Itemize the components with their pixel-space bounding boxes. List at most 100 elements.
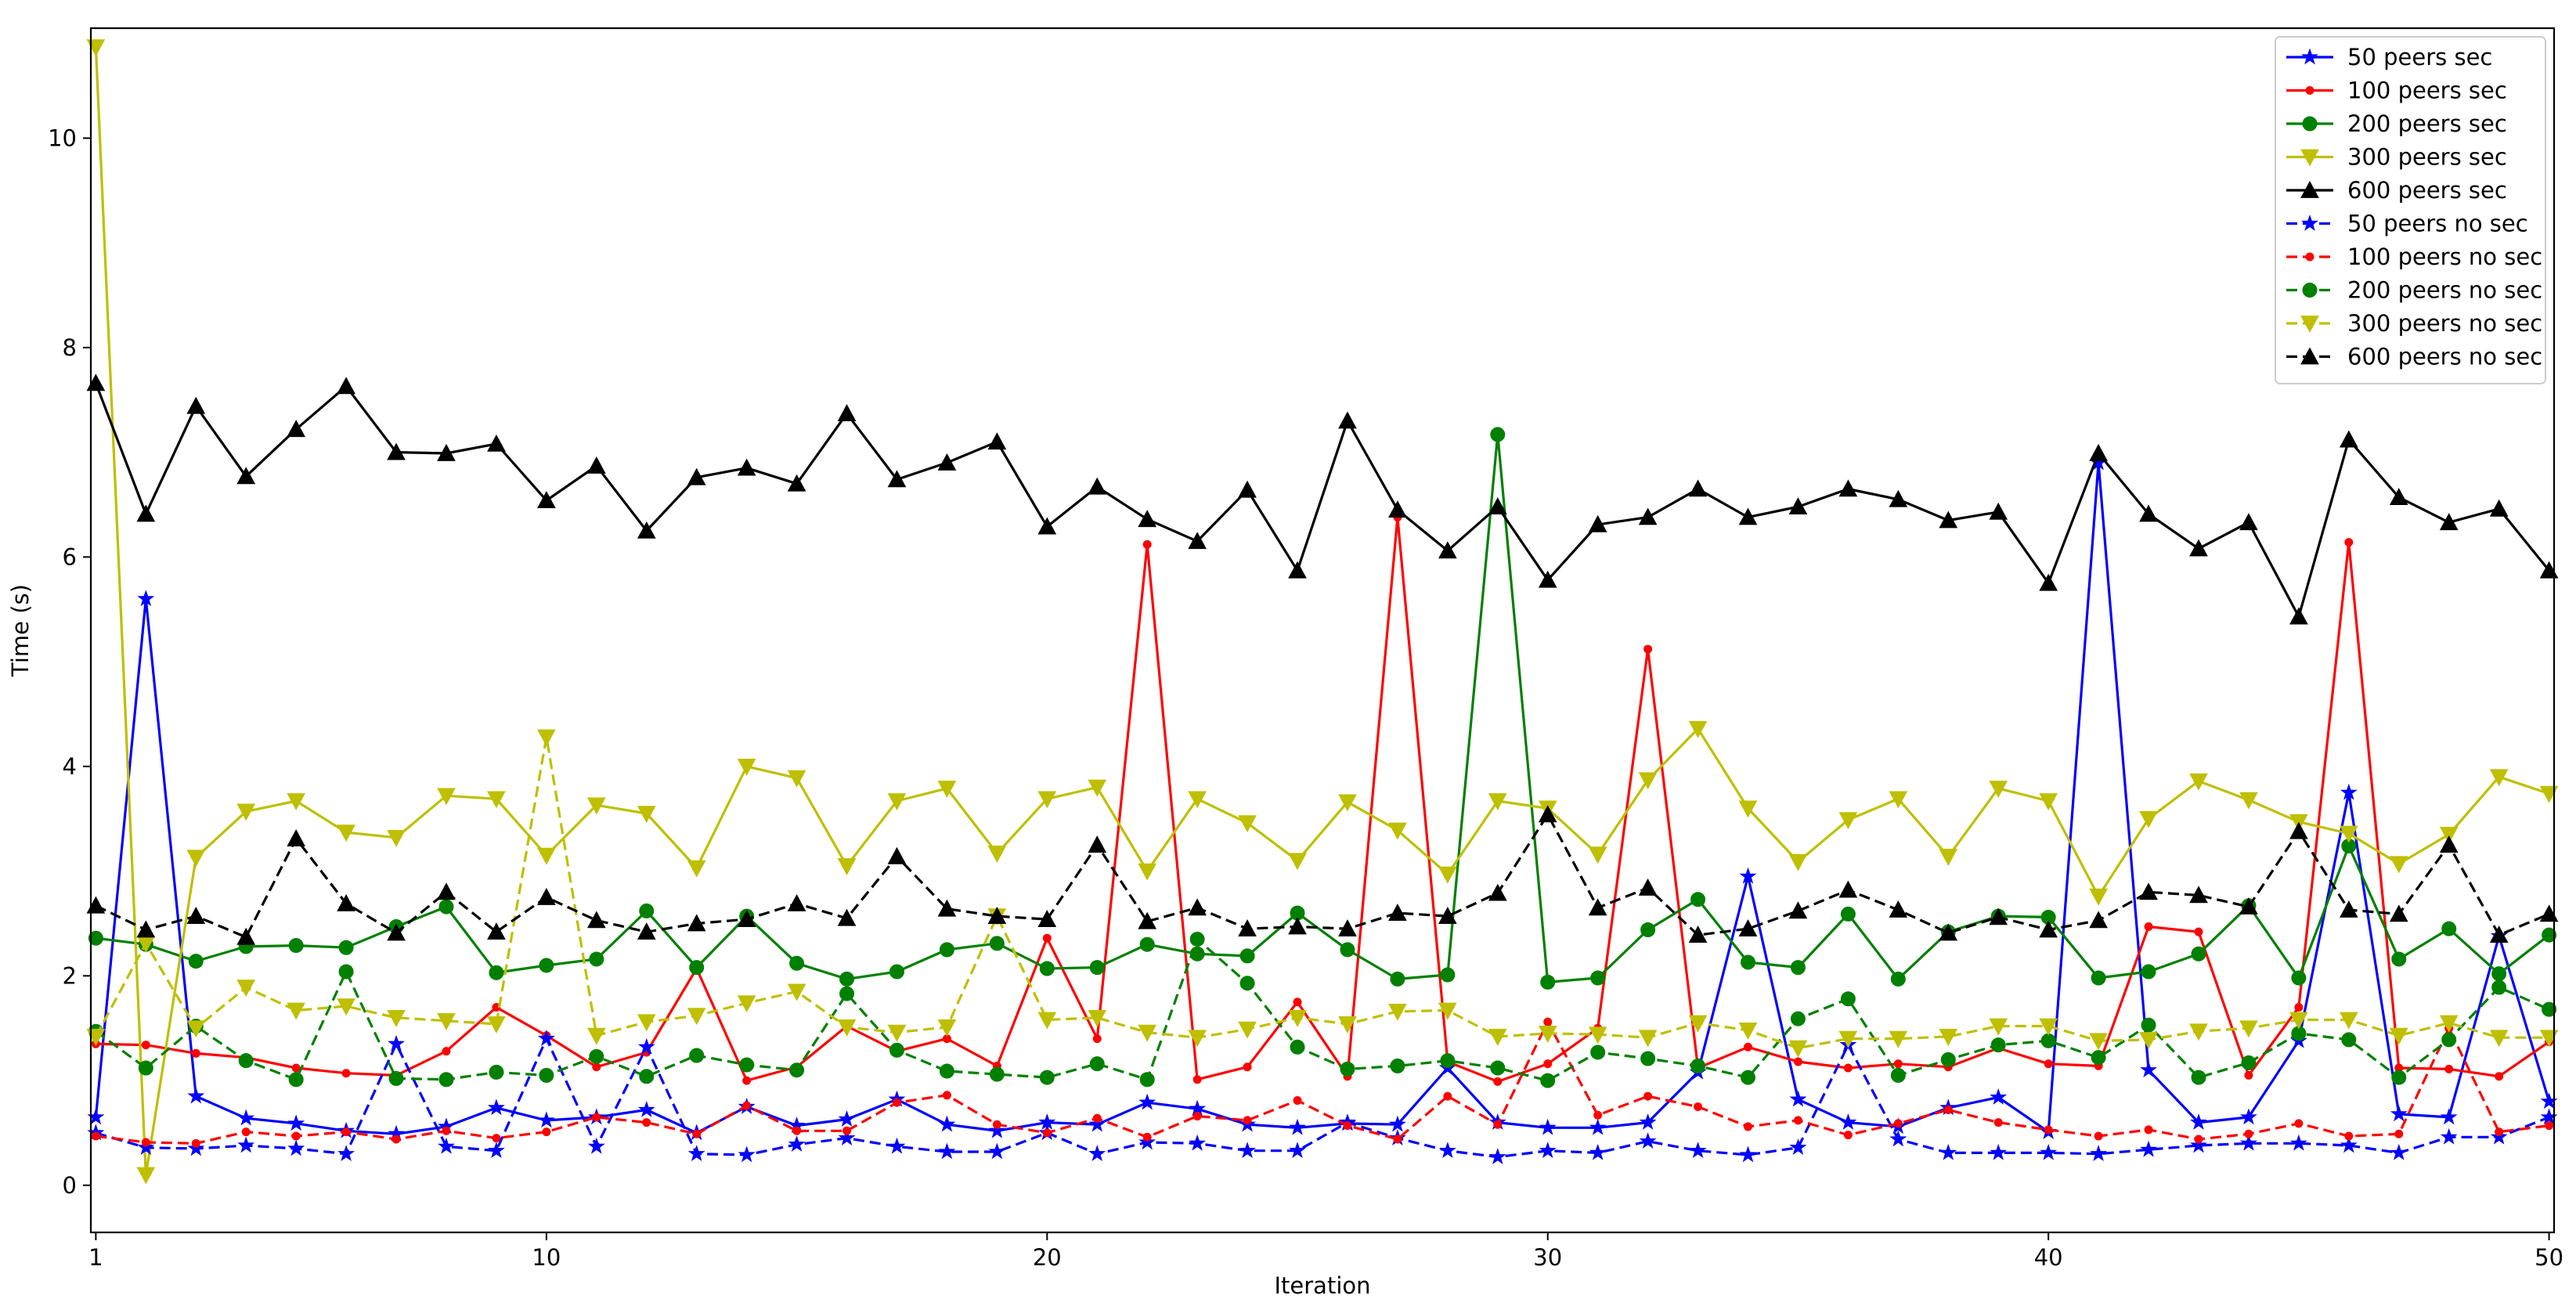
- data-point: [487, 1016, 506, 1034]
- data-point: [1138, 1133, 1156, 1150]
- data-point: [1340, 1061, 1355, 1077]
- data-point: [2239, 897, 2258, 915]
- data-point: [1290, 1039, 1305, 1055]
- plot-frame: [89, 27, 2556, 1234]
- data-point: [592, 1062, 601, 1072]
- data-point: [2239, 1108, 2257, 1125]
- data-point: [2141, 964, 2156, 980]
- data-point: [2090, 1145, 2108, 1162]
- data-point: [839, 986, 855, 1001]
- data-point: [188, 954, 204, 969]
- data-point: [838, 1129, 856, 1145]
- data-point: [1440, 1053, 1456, 1069]
- data-point: [1440, 967, 1456, 983]
- data-point: [1139, 936, 1155, 952]
- data-point: [2389, 904, 2408, 922]
- data-point: [489, 965, 504, 980]
- data-point: [1790, 960, 1806, 976]
- legend-marker: [2300, 180, 2319, 198]
- data-point: [1042, 1128, 1052, 1138]
- data-point: [737, 759, 756, 776]
- x-axis-label: Iteration: [1274, 1272, 1370, 1299]
- data-point: [1789, 1090, 1807, 1107]
- data-point: [1092, 1034, 1102, 1044]
- data-point: [337, 998, 355, 1016]
- data-point: [1889, 900, 1908, 918]
- data-point: [2091, 1050, 2106, 1066]
- legend-marker: [2301, 48, 2318, 65]
- data-point: [2139, 882, 2158, 900]
- data-point: [1989, 502, 2008, 520]
- legend-item: 300 peers sec: [2286, 144, 2507, 171]
- data-point: [1739, 1145, 1757, 1163]
- data-point: [288, 938, 304, 954]
- data-point: [1488, 497, 1507, 515]
- data-point: [391, 1135, 401, 1144]
- data-point: [1443, 1091, 1452, 1101]
- data-point: [1890, 1067, 1906, 1083]
- data-point: [539, 958, 554, 973]
- data-point: [937, 453, 957, 471]
- y-tick-label: 6: [63, 543, 77, 570]
- data-point: [2191, 1070, 2206, 1085]
- data-point: [437, 882, 456, 900]
- data-point: [1239, 1142, 1257, 1159]
- data-point: [2444, 1064, 2454, 1073]
- data-point: [337, 894, 355, 911]
- data-point: [1238, 480, 1257, 498]
- data-point: [1238, 815, 1257, 833]
- series-300-peers-no-sec: [86, 729, 2559, 1058]
- series-line: [94, 461, 2551, 1135]
- series-line: [96, 515, 2550, 1084]
- data-point: [1239, 948, 1255, 964]
- data-point: [1037, 910, 1057, 927]
- data-point: [1744, 1122, 1753, 1131]
- data-point: [1893, 1119, 1903, 1128]
- data-point: [2089, 1033, 2108, 1051]
- data-point: [989, 1066, 1005, 1082]
- data-point: [1188, 898, 1207, 916]
- legend-label: 300 peers sec: [2347, 144, 2507, 171]
- data-point: [236, 927, 256, 945]
- legend-marker: [2301, 214, 2318, 231]
- data-point: [191, 1138, 200, 1148]
- data-point: [938, 1142, 956, 1160]
- data-point: [1490, 1060, 1506, 1076]
- data-point: [1588, 846, 1607, 864]
- data-point: [1390, 1058, 1405, 1073]
- data-point: [789, 955, 805, 971]
- series-300-peers-sec: [86, 39, 2559, 1185]
- data-point: [1138, 911, 1157, 929]
- data-point: [2289, 1134, 2307, 1151]
- data-point: [1288, 853, 1307, 871]
- data-point: [1142, 1132, 1152, 1142]
- data-point: [1893, 1059, 1903, 1069]
- data-point: [1640, 1051, 1656, 1066]
- data-point: [2489, 499, 2509, 517]
- data-point: [1639, 1113, 1657, 1130]
- data-point: [1189, 932, 1205, 947]
- legend-label: 100 peers sec: [2347, 78, 2507, 104]
- data-point: [1838, 812, 1858, 830]
- data-point: [489, 1064, 504, 1080]
- legend-item: 100 peers sec: [2286, 78, 2507, 104]
- data-point: [589, 1048, 604, 1064]
- data-point: [1438, 1002, 1457, 1020]
- data-point: [1744, 1042, 1753, 1052]
- data-point: [1042, 933, 1052, 943]
- data-point: [2391, 951, 2407, 967]
- data-point: [1438, 1142, 1456, 1159]
- data-point: [186, 907, 206, 924]
- data-point: [687, 860, 706, 878]
- data-point: [592, 1113, 601, 1122]
- data-point: [287, 1114, 305, 1131]
- data-point: [2294, 1002, 2304, 1012]
- data-point: [287, 1139, 305, 1156]
- data-point: [792, 1126, 802, 1135]
- data-point: [2039, 793, 2058, 811]
- data-point: [1543, 1017, 1553, 1026]
- data-point: [1638, 878, 1658, 896]
- data-point: [1488, 1029, 1507, 1046]
- data-point: [738, 1145, 756, 1163]
